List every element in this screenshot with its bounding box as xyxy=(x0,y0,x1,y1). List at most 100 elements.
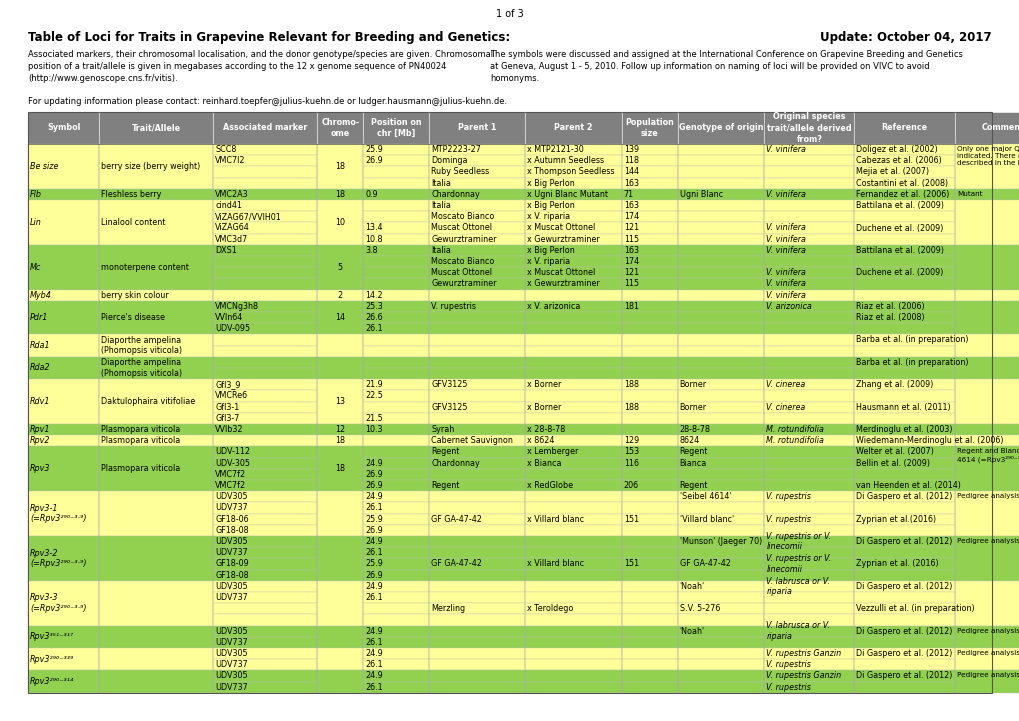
Bar xyxy=(677,155,764,167)
Bar xyxy=(213,155,317,167)
Bar xyxy=(677,323,764,335)
Bar xyxy=(622,177,677,189)
Bar xyxy=(213,547,317,558)
Bar xyxy=(677,379,764,390)
Text: x Bianca: x Bianca xyxy=(527,459,561,468)
Bar xyxy=(764,402,853,413)
Bar xyxy=(525,614,622,626)
Text: Cabernet Sauvignon: Cabernet Sauvignon xyxy=(431,436,513,446)
Bar xyxy=(764,558,853,570)
Text: Regent: Regent xyxy=(431,448,459,456)
Bar xyxy=(363,345,429,357)
Bar xyxy=(363,626,429,637)
Text: Hausmann et al. (2011): Hausmann et al. (2011) xyxy=(855,403,950,412)
Text: Be size: Be size xyxy=(30,162,58,171)
Bar xyxy=(764,525,853,536)
Text: 22.5: 22.5 xyxy=(365,392,383,400)
Text: 24.9: 24.9 xyxy=(365,492,383,501)
Bar xyxy=(764,435,853,446)
Bar xyxy=(525,480,622,491)
Bar xyxy=(525,256,622,267)
Text: GF GA-47-42: GF GA-47-42 xyxy=(431,515,481,523)
Bar xyxy=(764,424,853,435)
Text: Rpv3²⁹⁰⁻³¹⁴: Rpv3²⁹⁰⁻³¹⁴ xyxy=(30,677,74,686)
Bar xyxy=(363,144,429,155)
Text: berry skin colour: berry skin colour xyxy=(101,291,169,300)
Text: UDV737: UDV737 xyxy=(215,683,248,691)
Bar xyxy=(764,278,853,290)
Text: VMC7f2: VMC7f2 xyxy=(215,481,246,490)
Bar xyxy=(853,592,955,603)
Text: Zyprian et al. (2016): Zyprian et al. (2016) xyxy=(855,559,937,568)
Text: 206: 206 xyxy=(624,481,638,490)
Bar xyxy=(622,402,677,413)
Bar xyxy=(213,200,317,211)
Bar xyxy=(764,345,853,357)
Bar xyxy=(429,278,525,290)
Bar xyxy=(955,200,1019,245)
Text: x Teroldego: x Teroldego xyxy=(527,604,574,614)
Bar xyxy=(853,446,955,458)
Text: UDV737: UDV737 xyxy=(215,660,248,669)
Bar xyxy=(213,278,317,290)
Text: 21.5: 21.5 xyxy=(365,414,383,423)
Bar xyxy=(525,177,622,189)
Bar xyxy=(429,458,525,469)
Bar xyxy=(853,469,955,480)
Text: 151: 151 xyxy=(624,515,638,523)
Bar xyxy=(525,144,622,155)
Text: Di Gaspero et al. (2012): Di Gaspero et al. (2012) xyxy=(855,492,952,501)
Bar xyxy=(28,648,99,671)
Text: x Big Perlon: x Big Perlon xyxy=(527,246,575,255)
Bar xyxy=(429,368,525,379)
Text: Pedigree analysis: Pedigree analysis xyxy=(957,538,1019,544)
Bar xyxy=(363,234,429,245)
Bar xyxy=(28,200,99,245)
Bar xyxy=(853,368,955,379)
Text: 26.1: 26.1 xyxy=(365,683,383,691)
Text: UDV305: UDV305 xyxy=(215,582,248,591)
Bar xyxy=(525,458,622,469)
Text: V. rupestris or V.
linecomii: V. rupestris or V. linecomii xyxy=(765,554,830,574)
Text: Only one major QTL for berry size is
indicated. There are several other QTLs
des: Only one major QTL for berry size is ind… xyxy=(957,146,1019,166)
Text: Reference: Reference xyxy=(880,123,927,133)
Bar xyxy=(764,211,853,222)
Text: Parent 2: Parent 2 xyxy=(554,123,592,133)
Text: GF18-08: GF18-08 xyxy=(215,526,249,535)
Bar xyxy=(363,323,429,335)
Bar xyxy=(764,592,853,603)
Bar xyxy=(99,189,213,200)
Bar xyxy=(853,256,955,267)
Text: Duchene et al. (2009): Duchene et al. (2009) xyxy=(855,224,943,232)
Text: Associated markers, their chromosomal localisation, and the donor genotype/speci: Associated markers, their chromosomal lo… xyxy=(28,50,492,83)
Bar xyxy=(213,648,317,659)
Bar xyxy=(853,480,955,491)
Bar xyxy=(764,256,853,267)
Text: Rpv3-2
(=Rpv3²⁹⁰⁻³·⁹): Rpv3-2 (=Rpv3²⁹⁰⁻³·⁹) xyxy=(30,549,87,568)
Text: UDV737: UDV737 xyxy=(215,593,248,602)
Bar xyxy=(955,536,1019,581)
Bar xyxy=(363,267,429,278)
Bar xyxy=(213,402,317,413)
Text: V. vinifera: V. vinifera xyxy=(765,280,806,288)
Text: GF GA-47-42: GF GA-47-42 xyxy=(679,559,730,568)
Bar xyxy=(525,379,622,390)
Bar xyxy=(677,659,764,671)
Text: 25.9: 25.9 xyxy=(365,559,383,568)
Text: 25.3: 25.3 xyxy=(365,302,383,311)
Bar xyxy=(28,379,99,424)
Text: 25.9: 25.9 xyxy=(365,145,383,154)
Bar xyxy=(28,290,99,301)
Bar xyxy=(677,335,764,345)
Bar xyxy=(99,626,213,648)
Text: 26.1: 26.1 xyxy=(365,638,383,647)
Text: 3.8: 3.8 xyxy=(365,246,378,255)
Bar xyxy=(525,357,622,368)
Bar xyxy=(213,167,317,177)
Text: x Autumn Seedless: x Autumn Seedless xyxy=(527,156,604,165)
Text: UDV737: UDV737 xyxy=(215,638,248,647)
Text: Di Gaspero et al. (2012): Di Gaspero et al. (2012) xyxy=(855,537,952,546)
Bar xyxy=(525,536,622,547)
Text: 2: 2 xyxy=(337,291,342,300)
Bar xyxy=(525,200,622,211)
